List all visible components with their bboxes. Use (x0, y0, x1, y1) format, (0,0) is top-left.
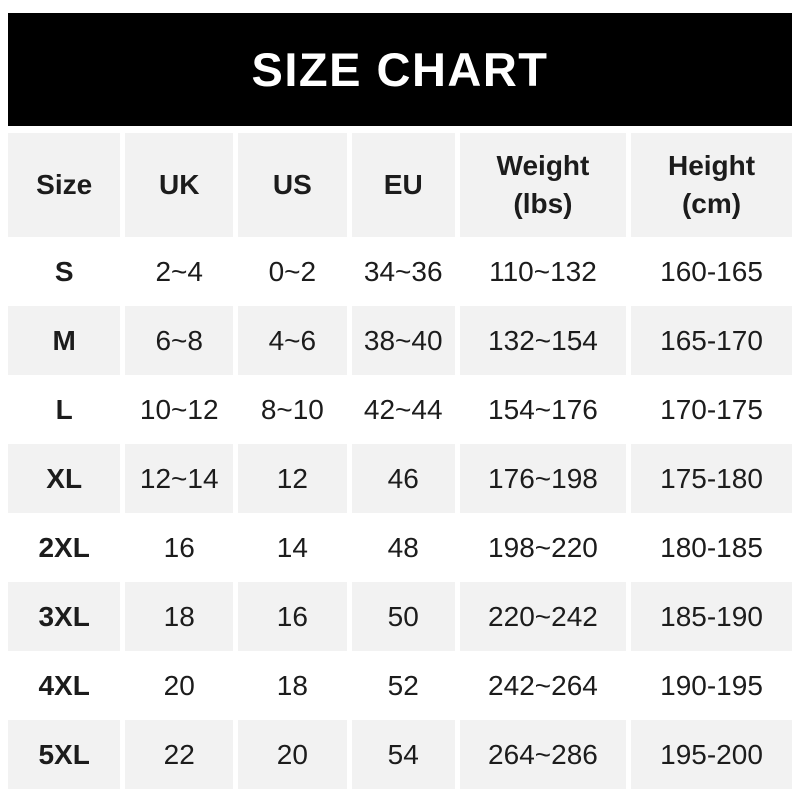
table-cell-eu: 38~40 (351, 306, 455, 375)
size-cell: XL (8, 444, 121, 513)
size-cell: 4XL (8, 651, 121, 720)
table-cell-us: 12 (238, 444, 347, 513)
column-header-us: US (238, 133, 347, 237)
size-chart-table: Size UK US EU Weight (lbs) Height (cm) S 2~4 0~… (3, 133, 797, 789)
table-cell-height: 165-170 (631, 306, 792, 375)
table-cell-weight: 198~220 (459, 513, 627, 582)
table-cell-uk: 20 (125, 651, 234, 720)
table-cell-height: 180-185 (631, 513, 792, 582)
table-cell-us: 18 (238, 651, 347, 720)
column-header-uk: UK (125, 133, 234, 237)
table-cell-uk: 18 (125, 582, 234, 651)
table-cell-us: 0~2 (238, 237, 347, 306)
size-cell: 2XL (8, 513, 121, 582)
table-cell-height: 160-165 (631, 237, 792, 306)
size-cell: M (8, 306, 121, 375)
table-cell-height: 185-190 (631, 582, 792, 651)
table-cell-uk: 6~8 (125, 306, 234, 375)
table-cell-eu: 52 (351, 651, 455, 720)
table-cell-us: 20 (238, 720, 347, 789)
table-row: 4XL 20 18 52 242~264 190-195 (8, 651, 792, 720)
table-cell-height: 190-195 (631, 651, 792, 720)
table-cell-height: 175-180 (631, 444, 792, 513)
table-header-row: Size UK US EU Weight (lbs) Height (cm) (8, 133, 792, 237)
table-cell-weight: 132~154 (459, 306, 627, 375)
table-cell-us: 8~10 (238, 375, 347, 444)
table-cell-us: 14 (238, 513, 347, 582)
table-row: XL 12~14 12 46 176~198 175-180 (8, 444, 792, 513)
column-header-size: Size (8, 133, 121, 237)
size-cell: 5XL (8, 720, 121, 789)
table-cell-weight: 220~242 (459, 582, 627, 651)
table-cell-weight: 264~286 (459, 720, 627, 789)
size-chart-banner: SIZE CHART (8, 13, 792, 126)
column-header-eu: EU (351, 133, 455, 237)
table-cell-eu: 54 (351, 720, 455, 789)
table-cell-height: 195-200 (631, 720, 792, 789)
table-row: 5XL 22 20 54 264~286 195-200 (8, 720, 792, 789)
table-row: S 2~4 0~2 34~36 110~132 160-165 (8, 237, 792, 306)
table-row: M 6~8 4~6 38~40 132~154 165-170 (8, 306, 792, 375)
size-cell: S (8, 237, 121, 306)
column-header-height: Height (cm) (631, 133, 792, 237)
table-cell-uk: 16 (125, 513, 234, 582)
table-cell-weight: 154~176 (459, 375, 627, 444)
table-row: L 10~12 8~10 42~44 154~176 170-175 (8, 375, 792, 444)
table-cell-eu: 34~36 (351, 237, 455, 306)
table-row: 3XL 18 16 50 220~242 185-190 (8, 582, 792, 651)
size-cell: L (8, 375, 121, 444)
table-cell-uk: 22 (125, 720, 234, 789)
table-cell-eu: 42~44 (351, 375, 455, 444)
table-cell-weight: 110~132 (459, 237, 627, 306)
size-cell: 3XL (8, 582, 121, 651)
table-cell-uk: 10~12 (125, 375, 234, 444)
table-cell-weight: 176~198 (459, 444, 627, 513)
table-cell-height: 170-175 (631, 375, 792, 444)
table-cell-uk: 2~4 (125, 237, 234, 306)
table-row: 2XL 16 14 48 198~220 180-185 (8, 513, 792, 582)
table-cell-eu: 46 (351, 444, 455, 513)
table-cell-us: 4~6 (238, 306, 347, 375)
table-cell-eu: 48 (351, 513, 455, 582)
column-header-weight: Weight (lbs) (459, 133, 627, 237)
page-title: SIZE CHART (251, 43, 549, 96)
table-cell-eu: 50 (351, 582, 455, 651)
table-cell-weight: 242~264 (459, 651, 627, 720)
table-cell-uk: 12~14 (125, 444, 234, 513)
table-cell-us: 16 (238, 582, 347, 651)
